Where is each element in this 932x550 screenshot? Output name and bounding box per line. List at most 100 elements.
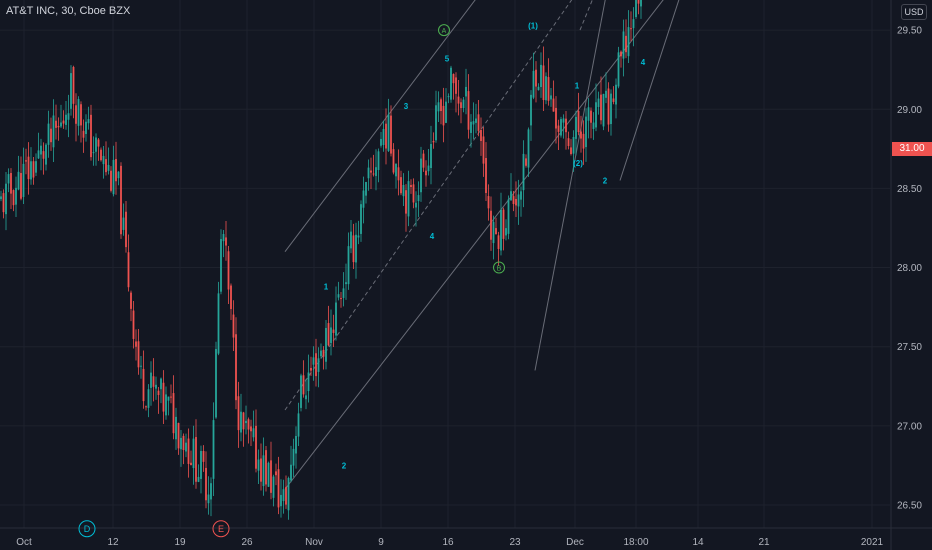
candle-body: [207, 494, 210, 504]
candle-body: [582, 133, 585, 149]
candle-body: [235, 334, 237, 401]
candle-body: [455, 77, 457, 94]
candle-body: [432, 140, 435, 143]
wave-circle: [212, 520, 230, 538]
candle-body: [85, 121, 87, 135]
candle-body: [177, 423, 180, 449]
candle-body: [517, 194, 520, 207]
candle-body: [102, 155, 105, 165]
circled-wave-label: D: [84, 524, 91, 534]
price-axis[interactable]: 26.5027.0027.5028.0028.5029.0029.5030.00…: [897, 0, 922, 512]
candle-body: [217, 293, 220, 354]
candle-body: [340, 298, 342, 300]
candle-body: [525, 158, 527, 166]
candle-body: [97, 139, 100, 147]
candle-body: [175, 416, 177, 440]
wave-label: 1: [575, 82, 580, 91]
candle-body: [540, 64, 542, 88]
candle-body: [557, 125, 560, 132]
candle-body: [300, 375, 302, 408]
candle-body: [592, 122, 595, 129]
candle-body: [590, 110, 592, 123]
candle-body: [237, 396, 240, 431]
candle-body: [572, 137, 575, 154]
candle-body: [7, 174, 10, 184]
candle-body: [295, 435, 297, 454]
time-tick-label: Dec: [566, 537, 584, 548]
candle-body: [622, 31, 625, 59]
time-tick-label: 2021: [861, 537, 884, 548]
candle-body: [550, 95, 552, 100]
candle-body: [270, 460, 272, 493]
price-tick-label: 29.00: [897, 105, 922, 116]
candle-body: [425, 170, 427, 176]
candle-body: [30, 161, 32, 180]
candle-body: [480, 129, 482, 141]
candle-body: [15, 187, 17, 205]
candle-body: [527, 129, 530, 168]
candle-body: [565, 118, 567, 133]
candle-body: [362, 190, 365, 208]
candle-body: [117, 171, 120, 179]
price-tick-label: 26.50: [897, 501, 922, 512]
candle-body: [260, 458, 262, 482]
candle-body: [72, 67, 75, 104]
candle-body: [465, 86, 467, 97]
candle-body: [510, 191, 512, 201]
candle-body: [630, 28, 632, 30]
candle-body: [457, 96, 460, 104]
candle-body: [215, 348, 217, 418]
candle-body: [252, 428, 255, 438]
candle-body: [315, 353, 317, 377]
candle-body: [337, 294, 340, 298]
candle-body: [115, 159, 117, 182]
candle-body: [87, 119, 90, 124]
candle-body: [112, 159, 115, 195]
candle-body: [462, 99, 465, 109]
candle-body: [437, 102, 440, 112]
candle-body: [307, 372, 310, 392]
candle-body: [580, 131, 582, 139]
candle-body: [487, 196, 490, 209]
candle-body: [452, 74, 455, 84]
candle-body: [615, 84, 617, 105]
candle-body: [610, 93, 612, 125]
candle-body: [312, 357, 315, 365]
candle-body: [420, 158, 422, 193]
candle-body: [100, 149, 102, 161]
candle-body: [55, 120, 57, 128]
time-tick-label: 26: [241, 537, 253, 548]
channel-line: [534, 0, 606, 371]
candle-body: [417, 195, 420, 202]
candle-body: [570, 147, 572, 155]
candle-body: [602, 93, 605, 127]
currency-badge[interactable]: USD: [901, 4, 927, 20]
candle-body: [605, 90, 607, 98]
candle-body: [322, 349, 325, 357]
time-axis[interactable]: Oct 12 19 26 Nov 9 16 23 Dec 18:00 14 21 2021: [16, 537, 883, 548]
candle-body: [65, 114, 67, 125]
candle-body: [67, 113, 70, 120]
candle-body: [497, 235, 500, 249]
candle-body: [75, 105, 77, 124]
candle-body: [197, 476, 200, 482]
candle-body: [547, 77, 550, 101]
candle-body: [282, 489, 285, 502]
channel-line: [284, 0, 476, 253]
candle-body: [247, 419, 250, 430]
candle-body: [515, 198, 517, 206]
candle-body: [330, 327, 332, 344]
candle-body: [460, 102, 462, 109]
candle-body: [232, 314, 235, 338]
candle-body: [552, 98, 555, 112]
candle-body: [185, 442, 187, 452]
candle-body: [405, 190, 407, 214]
candle-body: [245, 420, 247, 424]
candle-body: [422, 153, 425, 168]
candle-body: [125, 211, 127, 248]
candle-body: [227, 251, 230, 290]
candle-body: [142, 368, 145, 402]
candle-body: [107, 164, 110, 171]
candle-body: [640, 0, 642, 7]
